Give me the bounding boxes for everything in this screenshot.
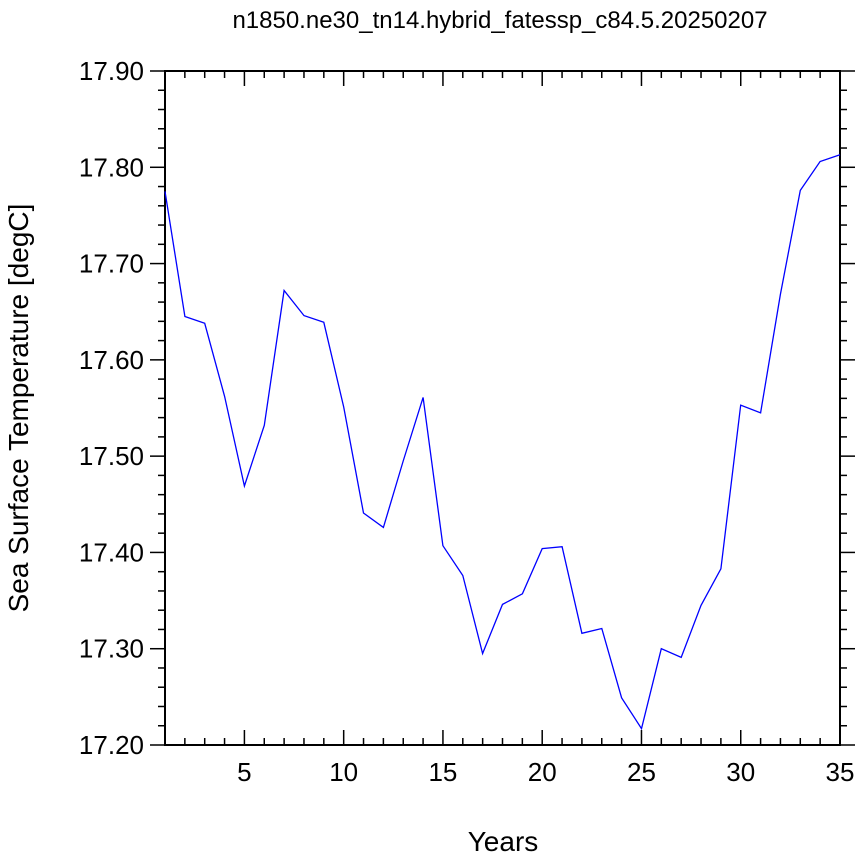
- chart-title: n1850.ne30_tn14.hybrid_fatessp_c84.5.202…: [232, 7, 767, 34]
- y-tick-label: 17.70: [79, 249, 144, 279]
- x-tick-label: 20: [528, 757, 557, 787]
- y-axis-label: Sea Surface Temperature [degC]: [3, 204, 34, 613]
- y-tick-label: 17.60: [79, 345, 144, 375]
- x-tick-label: 5: [237, 757, 251, 787]
- y-tick-label: 17.80: [79, 152, 144, 182]
- x-tick-labels: 5 10 15 20 25 30 35: [237, 757, 854, 787]
- y-tick-label: 17.90: [79, 56, 144, 86]
- axis-ticks: [150, 70, 855, 746]
- x-axis-label: Years: [468, 826, 539, 857]
- x-tick-label: 30: [726, 757, 755, 787]
- y-tick-label: 17.50: [79, 441, 144, 471]
- x-tick-label: 15: [428, 757, 457, 787]
- x-tick-label: 35: [826, 757, 855, 787]
- y-tick-label: 17.20: [79, 730, 144, 760]
- y-tick-label: 17.40: [79, 537, 144, 567]
- x-tick-label: 10: [329, 757, 358, 787]
- y-tick-label: 17.30: [79, 634, 144, 664]
- series-line: [164, 154, 841, 731]
- x-tick-label: 25: [627, 757, 656, 787]
- y-tick-labels: 17.20 17.30 17.40 17.50 17.60 17.70 17.80 17.90: [79, 56, 144, 760]
